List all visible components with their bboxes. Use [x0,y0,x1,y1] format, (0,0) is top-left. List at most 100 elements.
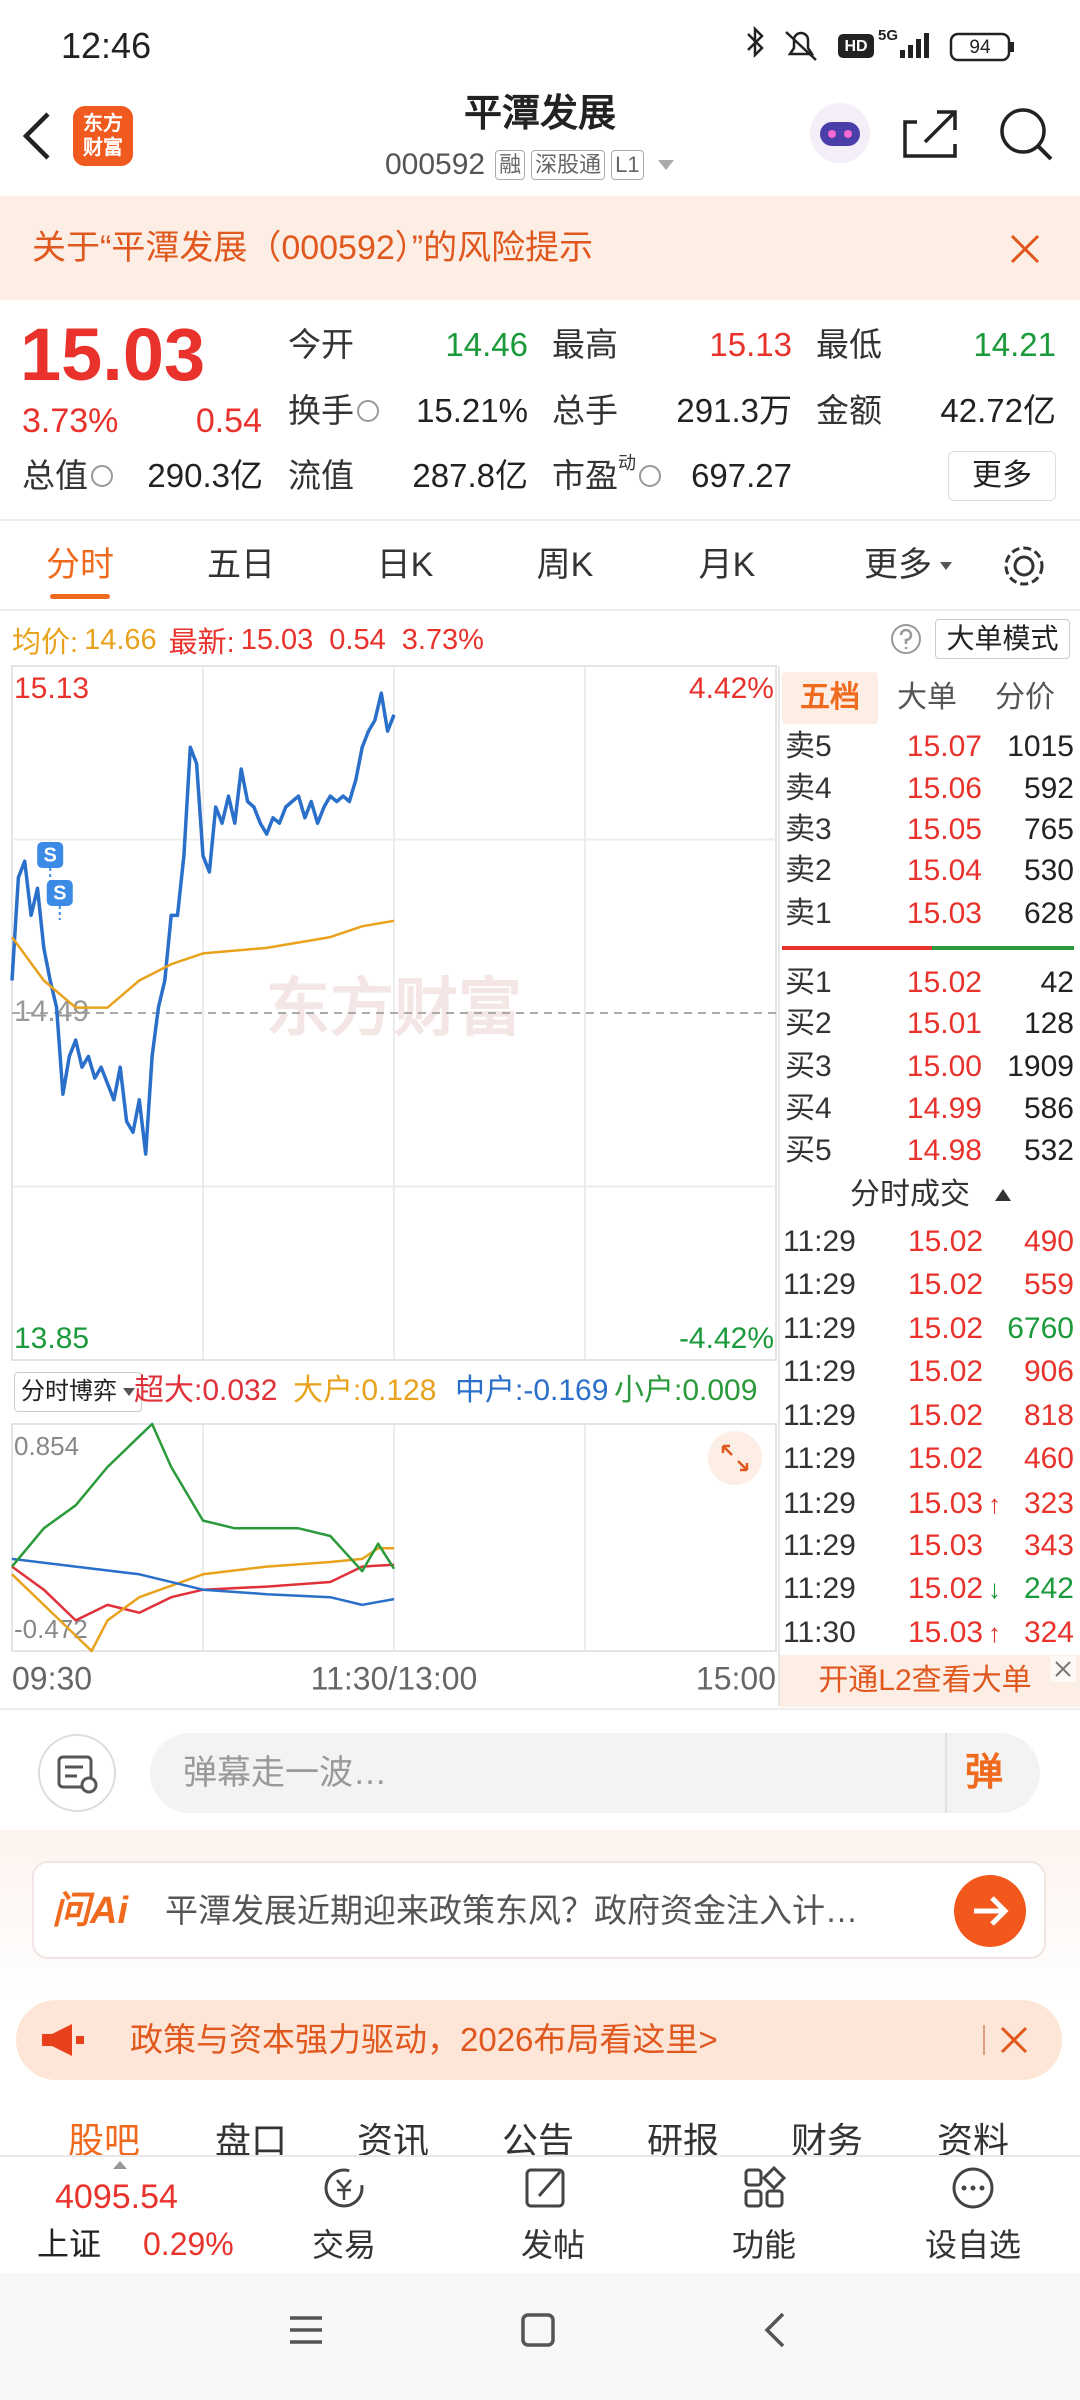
share-icon[interactable] [903,110,957,158]
section-tab[interactable]: 资讯 [356,2119,429,2155]
chart-tab[interactable]: 周K [536,546,594,585]
l2-banner[interactable] [780,1655,1080,1707]
risk-banner-text[interactable]: 关于“平潭发展（000592）”的风险提示 [32,229,594,267]
index-change[interactable]: 0.29% [143,2226,234,2262]
nav-back[interactable] [764,2312,785,2348]
label-text: 总值 [22,457,88,494]
series-line [11,1422,396,1573]
section-tab[interactable]: 研报 [646,2119,719,2155]
danmu-input[interactable] [150,1733,1040,1813]
section-tab[interactable]: 公告 [501,2119,574,2155]
label-text: 换手 [288,392,354,429]
danmu-send[interactable]: 弹 [965,1752,1004,1794]
change-pct-small: 3.73% [401,623,484,656]
book-price: 15.01 [906,1007,982,1040]
x-tick-label: 09:30 [12,1660,92,1696]
info-icon[interactable] [357,400,379,422]
promo-close[interactable] [998,2024,1030,2056]
tag-dropdown[interactable] [657,160,674,170]
bottom-item[interactable]: 功能 [731,2226,796,2263]
index-name[interactable]: 上证 [37,2226,102,2262]
label-text: 市盈 [552,457,618,494]
chart-tab[interactable]: 五日 [207,546,275,585]
banner-close[interactable] [1008,232,1042,266]
info-icon[interactable] [639,465,661,487]
watchlist-icon[interactable] [952,2167,994,2209]
ai-question[interactable]: 平潭发展近期迎来政策东风？政府资金注入计… [165,1892,858,1929]
quote-field-value: 14.46 [445,325,528,363]
function-icon[interactable] [744,2168,763,2187]
promo-bar[interactable] [16,2000,1062,2080]
app-logo[interactable]: 东方 财富 [73,106,133,166]
bottom-item[interactable]: 交易 [311,2226,376,2263]
nav-icons [290,2312,785,2348]
book-price: 14.98 [906,1134,982,1167]
book-label: 买1 [785,966,832,999]
ai-box[interactable] [32,1861,1046,1959]
l2-close[interactable] [1050,1656,1076,1682]
orderbook-tab[interactable]: 分价 [995,681,1055,714]
chart-tab[interactable]: 分时 [46,546,114,585]
ai-go[interactable] [952,1873,1028,1949]
back-button[interactable] [14,108,64,164]
trade-volume: 818 [1023,1399,1074,1432]
trade-price: 15.02 [908,1268,984,1301]
expand-button[interactable] [705,1430,765,1490]
orderbook-tab[interactable]: 五档 [800,681,860,714]
stock-subtitle: 000592 融深股通 L1 [385,146,674,184]
flow-dropdown [123,1388,135,1396]
trades-title[interactable]: 分时成交 [850,1178,970,1211]
trade-price: 15.03 [908,1529,984,1562]
label-sup: 动 [618,453,636,473]
section-tab[interactable]: 股吧 [67,2119,140,2155]
info-icon[interactable] [91,465,113,487]
sell-signal [46,879,73,906]
trade-time: 11:29 [783,1225,856,1258]
section-tab[interactable]: 盘口 [214,2119,287,2155]
section-tab[interactable]: 资料 [936,2119,1009,2155]
trade-time: 11:30 [783,1616,856,1649]
collapse-arrow[interactable] [993,1185,1013,1203]
trade-time: 11:29 [783,1487,856,1520]
big-order-mode[interactable]: 大单模式 [935,619,1070,659]
flow-selector[interactable]: 分时博弈 [14,1372,142,1412]
orderbook-tab[interactable]: 大单 [897,681,957,714]
settings-icon[interactable] [1000,542,1048,590]
trade-icon[interactable] [324,2168,364,2208]
quote-field-value: 697.27 [691,456,792,494]
quote-field-value: 291.3万 [676,391,792,429]
bottom-item[interactable]: 设自选 [924,2226,1021,2263]
y-tick-label: -0.472 [14,1614,88,1644]
book-label: 卖3 [785,813,832,846]
help-icon[interactable] [890,623,922,655]
post-icon[interactable] [525,2168,565,2208]
search-icon[interactable] [1000,108,1046,154]
danmu-placeholder[interactable]: 弹幕走一波… [183,1754,387,1792]
nav-home[interactable] [521,2313,555,2347]
trade-volume: 906 [1023,1355,1074,1388]
quote-field-label: 总值 [22,453,113,499]
more-button[interactable]: 更多 [948,451,1056,501]
trade-price: 15.02 [908,1355,984,1388]
nav-menu[interactable] [290,2316,322,2344]
battery-tip [1010,42,1014,52]
book-label: 买5 [785,1134,832,1167]
bottom-item[interactable]: 发帖 [520,2226,585,2263]
risk-banner[interactable] [0,196,1080,300]
ai-brand: 问Ai [52,1890,129,1932]
stock-tag: 融 [495,150,526,180]
megaphone-icon [42,2024,84,2056]
book-volume: 42 [1040,966,1074,999]
index-value[interactable]: 4095.54 [55,2178,178,2216]
l2-text[interactable]: 开通L2查看大单 [818,1664,1032,1697]
book-volume: 1015 [1007,730,1074,763]
chart-tab[interactable]: 日K [376,546,434,585]
danmu-settings[interactable] [37,1733,117,1813]
label-text: 金额 [816,392,882,429]
section-tab[interactable]: 财务 [790,2119,863,2155]
chart-tab[interactable]: 更多 [864,546,932,585]
label-text: 总手 [552,392,618,429]
promo-text[interactable]: 政策与资本强力驱动，2026布局看这里> [130,2021,718,2058]
chart-tab[interactable]: 月K [698,546,756,585]
label-text: 流值 [288,457,354,494]
